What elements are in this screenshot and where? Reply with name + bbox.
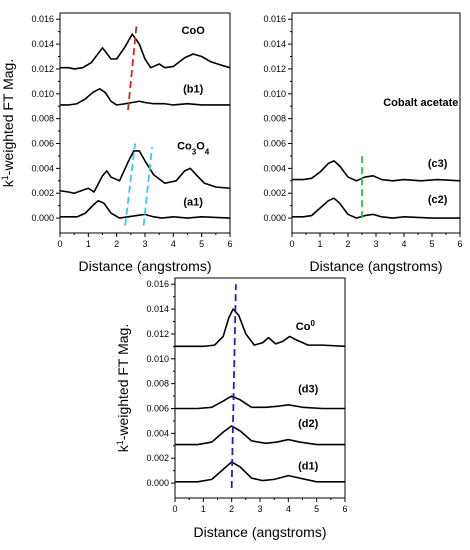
chart-top-left-series-0 — [60, 33, 231, 70]
chart-top-right-series-1 — [292, 197, 460, 219]
chart-top-right-xtick-label: 4 — [401, 239, 406, 249]
chart-top-right-ytick-label: 0.014 — [263, 39, 286, 49]
chart-top-left-ytick-label: 0.004 — [31, 163, 54, 173]
chart-bottom-series-2 — [175, 425, 345, 446]
chart-top-right-xlabel: Distance (angstroms) — [309, 258, 442, 274]
chart-top-left-annotation-1: (b1) — [183, 84, 204, 96]
chart-top-right: 0 1 2 3 4 5 6 0.000 0.002 0.004 0.006 0.008 0.010 0.0… — [263, 12, 463, 274]
chart-top-left-xlabel: Distance (angstroms) — [78, 258, 211, 274]
chart-bottom-xlabel: Distance (angstroms) — [193, 524, 326, 540]
chart-top-left-annotation-0: CoO — [182, 25, 206, 37]
chart-bottom-xtick-label: 0 — [172, 504, 177, 514]
chart-top-left-ytick-label: 0.016 — [31, 14, 54, 24]
chart-top-left-xtick-label: 0 — [57, 239, 62, 249]
chart-bottom-series-1 — [175, 395, 345, 410]
chart-bottom-ytick-label: 0.008 — [146, 379, 169, 389]
chart-bottom-series-3 — [175, 461, 345, 483]
chart-top-right-annotation-0: Cobalt acetate — [383, 97, 458, 109]
chart-top-right-xtick-label: 5 — [429, 239, 434, 249]
chart-bottom-xtick-label: 6 — [342, 504, 347, 514]
chart-bottom-ref-line-0 — [230, 284, 237, 489]
chart-bottom-xtick-label: 2 — [229, 504, 234, 514]
chart-bottom-annotation-1: (d3) — [298, 383, 319, 395]
chart-top-right-xtick-label: 6 — [457, 239, 462, 249]
chart-top-left-ref-line-0 — [127, 25, 138, 111]
chart-top-right-ytick-label: 0.002 — [263, 188, 286, 198]
chart-bottom-ytick-label: 0.002 — [146, 453, 169, 463]
chart-top-right-ytick-label: 0.004 — [263, 163, 286, 173]
chart-bottom-ylabel: k1-weighted FT Mag. — [115, 324, 131, 452]
chart-top-right-annotation-2: (c2) — [428, 194, 448, 206]
chart-top-left-ytick-label: 0.014 — [31, 39, 54, 49]
chart-top-right-xtick-label: 0 — [289, 239, 294, 249]
chart-bottom-ytick-label: 0.006 — [146, 404, 169, 414]
chart-top-left-xtick-label: 5 — [199, 239, 204, 249]
chart-top-left-annotation-2: Co3O4 — [177, 141, 210, 157]
chart-top-right-ytick-label: 0.008 — [263, 114, 286, 124]
chart-top-left-series-2 — [59, 150, 231, 195]
chart-top-right-ytick-label: 0.010 — [263, 89, 286, 99]
chart-top-left-xtick-label: 6 — [227, 239, 232, 249]
chart-bottom-ytick-label: 0.014 — [146, 304, 169, 314]
chart-bottom-xtick-label: 3 — [257, 504, 262, 514]
chart-bottom-ytick-label: 0.000 — [146, 478, 169, 488]
chart-top-left-ytick-label: 0.006 — [31, 139, 54, 149]
chart-top-left: 0 1 2 3 4 5 6 0.000 0.002 0.004 0.006 0.008 0.010 0.0… — [0, 12, 233, 274]
chart-bottom-series-0 — [175, 308, 346, 348]
chart-top-left-xtick-label: 4 — [171, 239, 176, 249]
chart-top-left-ytick-label: 0.000 — [31, 213, 54, 223]
chart-top-right-ytick-label: 0.012 — [263, 64, 286, 74]
chart-top-left-ytick-label: 0.012 — [31, 64, 54, 74]
chart-top-left-xtick-label: 3 — [142, 239, 147, 249]
chart-top-right-xtick-label: 2 — [345, 239, 350, 249]
chart-top-left-ytick-label: 0.010 — [31, 89, 54, 99]
chart-top-right-annotation-1: (c3) — [428, 158, 448, 170]
chart-top-left-ytick-label: 0.008 — [31, 114, 54, 124]
chart-bottom-annotation-2: (d2) — [298, 418, 319, 430]
chart-top-left-frame — [59, 12, 231, 234]
chart-top-left-series-1 — [60, 88, 230, 106]
chart-bottom-ytick-label: 0.016 — [146, 279, 169, 289]
chart-top-right-ytick-label: 0.016 — [263, 14, 286, 24]
chart-bottom-xtick-label: 4 — [286, 504, 291, 514]
chart-top-left-ytick-label: 0.002 — [31, 188, 54, 198]
chart-top-left-annotation-3: (a1) — [183, 197, 203, 209]
chart-top-right-xtick-label: 1 — [317, 239, 322, 249]
chart-top-left-xtick-label: 1 — [86, 239, 91, 249]
chart-top-right-ytick-label: 0.000 — [263, 213, 286, 223]
chart-bottom-ytick-label: 0.010 — [146, 354, 169, 364]
chart-bottom-annotation-3: (d1) — [298, 460, 319, 472]
chart-top-right-ytick-label: 0.006 — [263, 139, 286, 149]
chart-top-left-xtick-label: 2 — [114, 239, 119, 249]
chart-bottom-frame — [174, 277, 346, 499]
chart-top-left-ylabel: k1-weighted FT Mag. — [0, 59, 16, 187]
chart-top-left-series-3 — [60, 199, 231, 219]
chart-top-right-xtick-label: 3 — [373, 239, 378, 249]
chart-bottom-ytick-label: 0.012 — [146, 329, 169, 339]
chart-bottom-annotation-0: Co0 — [296, 319, 316, 334]
chart-bottom: 0 1 2 3 4 5 6 0.000 0.002 0.004 0.006 0.008 0.010 0.0… — [115, 277, 348, 540]
chart-top-left-ref-line-1 — [124, 143, 136, 226]
chart-top-right-series-0 — [292, 160, 461, 182]
chart-bottom-ytick-label: 0.004 — [146, 428, 169, 438]
chart-bottom-xtick-label: 5 — [314, 504, 319, 514]
chart-bottom-xtick-label: 1 — [201, 504, 206, 514]
chart-top-left-ref-line-2 — [142, 147, 153, 226]
